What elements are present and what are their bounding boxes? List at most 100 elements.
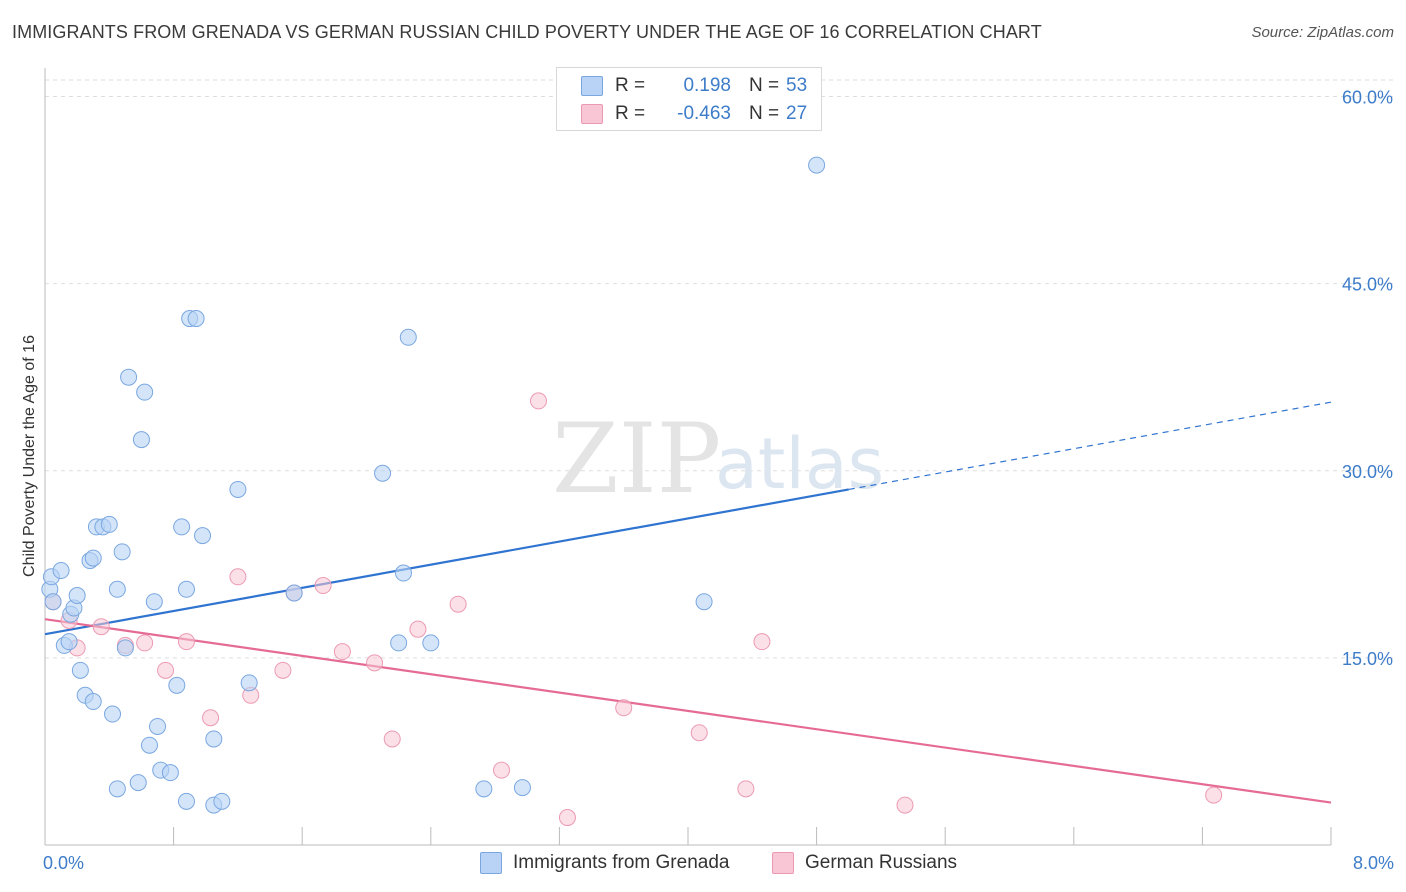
point-grenada [60, 633, 78, 651]
point-german-russians [558, 809, 576, 827]
point-german-russians [383, 730, 401, 748]
legend-swatch-pink [581, 104, 603, 124]
point-german-russians [615, 699, 633, 717]
point-german-russians [314, 577, 332, 595]
y-tick-label: 45.0% [1342, 275, 1393, 295]
legend-n-value: 53 [786, 75, 808, 96]
point-grenada [285, 584, 303, 602]
point-grenada [394, 564, 412, 582]
axes [44, 68, 1332, 846]
point-german-russians [333, 643, 351, 661]
point-grenada [145, 593, 163, 611]
watermark-atlas: atlas [715, 423, 884, 505]
point-german-russians [92, 618, 110, 636]
point-grenada [399, 328, 417, 346]
series-swatch-pink [772, 852, 794, 874]
point-grenada [161, 764, 179, 782]
point-grenada [808, 156, 826, 174]
point-grenada [116, 639, 134, 657]
point-grenada [52, 562, 70, 580]
point-german-russians [530, 392, 548, 410]
point-german-russians [690, 724, 708, 742]
y-tick-label: 60.0% [1342, 88, 1393, 108]
point-grenada [84, 549, 102, 567]
watermark-zip: ZIP [552, 403, 721, 515]
point-grenada [205, 730, 223, 748]
point-grenada [149, 717, 167, 735]
point-grenada [120, 368, 138, 386]
series-legend: Immigrants from Grenada German Russians [0, 852, 1406, 876]
trend-line-grenada-extension [848, 401, 1332, 491]
point-grenada [513, 779, 531, 797]
series-swatch-blue [480, 852, 502, 874]
point-german-russians [737, 780, 755, 798]
chart-title: IMMIGRANTS FROM GRENADA VS GERMAN RUSSIA… [12, 22, 1042, 42]
trend-lines [44, 401, 1332, 804]
point-grenada [68, 587, 86, 604]
point-german-russians [449, 595, 467, 613]
point-grenada [240, 674, 258, 692]
point-grenada [177, 580, 195, 598]
point-grenada [390, 634, 408, 652]
point-german-russians [493, 761, 511, 779]
x-tick-label: 0.0% [43, 853, 84, 873]
legend-r-value: 0.198 [683, 75, 731, 96]
point-german-russians [896, 796, 914, 814]
tick-labels: 15.0% 30.0% 45.0% 60.0% 0.0% 8.0% Child Povert… [21, 88, 1394, 874]
source-label: Source: ZipAtlas.com [1251, 24, 1394, 41]
correlation-legend: R = 0.198 N = 53 R = -0.463 N = 27 [556, 67, 822, 131]
point-grenada [213, 792, 231, 810]
point-german-russians [366, 654, 384, 672]
point-grenada [374, 464, 392, 482]
point-grenada [475, 780, 493, 798]
legend-n-value: 27 [786, 103, 808, 124]
point-german-russians [157, 661, 175, 679]
point-grenada [100, 515, 118, 533]
point-german-russians [229, 568, 247, 586]
series-legend-label: Immigrants from Grenada [513, 852, 730, 873]
point-grenada [108, 580, 126, 598]
point-german-russians [177, 633, 195, 651]
x-tick-label: 8.0% [1353, 853, 1394, 873]
point-grenada [695, 593, 713, 611]
point-grenada [71, 661, 89, 679]
point-grenada [168, 676, 186, 694]
point-grenada [229, 480, 247, 498]
point-grenada [194, 527, 212, 545]
legend-r-value: -0.463 [677, 103, 731, 124]
point-grenada [177, 792, 195, 810]
series-legend-label: German Russians [805, 852, 958, 873]
point-grenada [44, 593, 62, 611]
trend-line-german-russians [44, 618, 1332, 804]
legend-row-grenada: R = 0.198 N = 53 [581, 73, 807, 99]
series-legend-grenada: Immigrants from Grenada [480, 852, 729, 874]
point-grenada [140, 736, 158, 754]
legend-row-german-russians: R = -0.463 N = 27 [581, 101, 807, 127]
point-grenada [104, 705, 122, 723]
trend-line-grenada [44, 488, 849, 636]
point-grenada [108, 780, 126, 798]
point-german-russians [409, 620, 427, 638]
grid-lines [45, 79, 1395, 659]
point-grenada [113, 543, 131, 561]
point-grenada [136, 383, 154, 401]
y-axis-label: Child Poverty Under the Age of 16 [21, 335, 38, 577]
y-tick-label: 15.0% [1342, 649, 1393, 669]
legend-r-label: R = [615, 75, 646, 96]
point-grenada [129, 774, 147, 792]
legend-r-label: R = [615, 103, 646, 124]
point-grenada [84, 693, 102, 711]
data-points [41, 156, 1223, 827]
point-german-russians [753, 633, 771, 651]
point-german-russians [274, 661, 292, 679]
point-grenada [187, 310, 205, 328]
point-german-russians [136, 634, 154, 652]
legend-n-label: N = [749, 75, 780, 96]
point-grenada [173, 518, 191, 536]
point-grenada [132, 431, 150, 449]
point-grenada [422, 634, 440, 652]
legend-swatch-blue [581, 76, 603, 96]
series-legend-german-russians: German Russians [772, 852, 957, 874]
